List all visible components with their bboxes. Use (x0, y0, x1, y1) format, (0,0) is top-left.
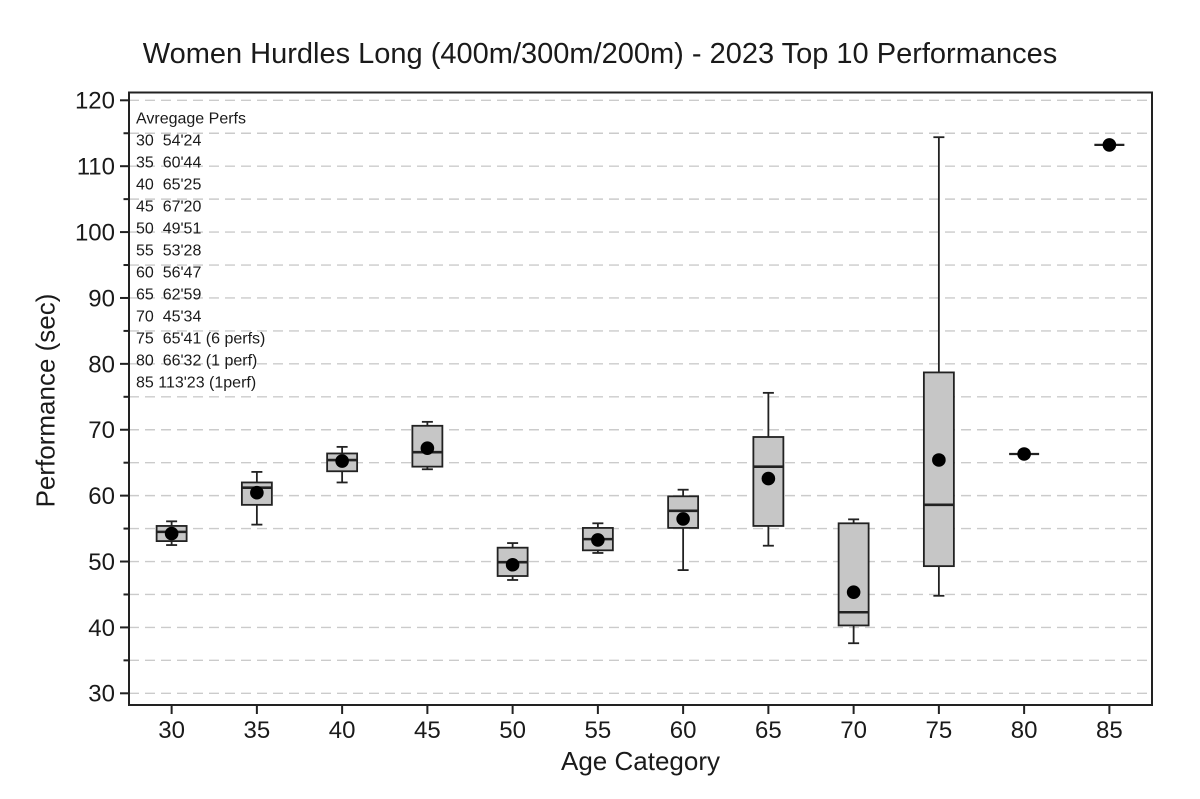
mean-dot (1102, 138, 1117, 152)
annotation-line: 55 53'28 (136, 243, 201, 260)
y-tick-label: 60 (88, 483, 115, 510)
x-tick-label: 40 (329, 717, 356, 744)
y-tick-label: 30 (88, 681, 115, 708)
x-tick-label: 75 (926, 717, 953, 744)
annotation-line: 40 65'25 (136, 177, 201, 194)
boxplot-age-85 (1094, 138, 1125, 152)
annotation-line: Avregage Perfs (136, 111, 246, 128)
annotation-averages: Avregage Perfs 30 54'24 35 60'44 40 65'25 45… (136, 111, 265, 392)
x-tick-label: 60 (670, 717, 697, 744)
y-tick-label: 70 (88, 417, 115, 444)
y-tick-label: 110 (77, 154, 115, 181)
x-axis-ticks: 30 35 40 45 50 55 60 65 70 75 80 85 (158, 705, 1123, 744)
x-tick-label: 30 (158, 717, 185, 744)
mean-dot (250, 485, 264, 500)
x-tick-label: 50 (499, 717, 526, 744)
boxplot-age-55 (581, 522, 614, 554)
x-axis-label: Age Category (561, 746, 720, 776)
y-tick-label: 100 (75, 219, 115, 246)
annotation-line: 60 56'47 (136, 265, 201, 282)
x-tick-label: 55 (585, 717, 612, 744)
mean-dot (761, 471, 776, 486)
boxplot-age-45 (411, 420, 444, 471)
mean-dot (932, 453, 946, 467)
gridlines (129, 99, 1152, 695)
x-tick-label: 65 (755, 717, 782, 744)
chart-title: Women Hurdles Long (400m/300m/200m) - 20… (142, 38, 1058, 70)
x-tick-label: 70 (840, 717, 867, 744)
y-axis-ticks: 30 40 50 60 70 80 90 100 110 120 (75, 88, 129, 708)
mean-dot (1017, 447, 1031, 461)
x-tick-label: 45 (414, 717, 441, 744)
mean-dot (164, 526, 179, 541)
annotation-line: 50 49'51 (136, 221, 201, 238)
annotation-line: 65 62'59 (136, 287, 201, 304)
mean-dot (420, 441, 435, 455)
annotation-line: 35 60'44 (136, 155, 201, 172)
x-tick-label: 35 (244, 717, 271, 744)
x-tick-label: 85 (1096, 717, 1123, 744)
boxplot-age-40 (326, 445, 359, 484)
mean-dot (591, 533, 605, 547)
boxplot-age-70 (837, 518, 870, 645)
y-tick-label: 90 (88, 285, 115, 312)
y-tick-label: 80 (88, 351, 115, 378)
boxplot-age-65 (752, 391, 785, 547)
boxplot-age-50 (496, 542, 529, 581)
boxplot-age-30 (155, 520, 188, 546)
y-tick-label: 120 (75, 88, 115, 115)
boxplot-age-80 (1009, 447, 1040, 461)
annotation-line: 75 65'41 (6 perfs) (136, 331, 265, 348)
mean-dot (676, 512, 690, 526)
annotation-line: 80 66'32 (1 perf) (136, 353, 257, 370)
y-tick-label: 40 (88, 615, 115, 642)
boxplot-age-60 (667, 488, 700, 571)
annotation-line: 45 67'20 (136, 199, 201, 216)
annotation-line: 70 45'34 (136, 309, 201, 326)
x-tick-label: 80 (1011, 717, 1038, 744)
mean-dot (335, 454, 349, 468)
boxplot-age-35 (240, 471, 273, 526)
boxplot-age-75 (922, 136, 955, 597)
annotation-line: 85 113'23 (1perf) (136, 375, 256, 392)
mean-dot (505, 557, 520, 572)
mean-dot (846, 585, 861, 600)
y-tick-label: 50 (88, 549, 115, 576)
plot-border (128, 91, 1153, 706)
annotation-line: 30 54'24 (136, 133, 201, 150)
